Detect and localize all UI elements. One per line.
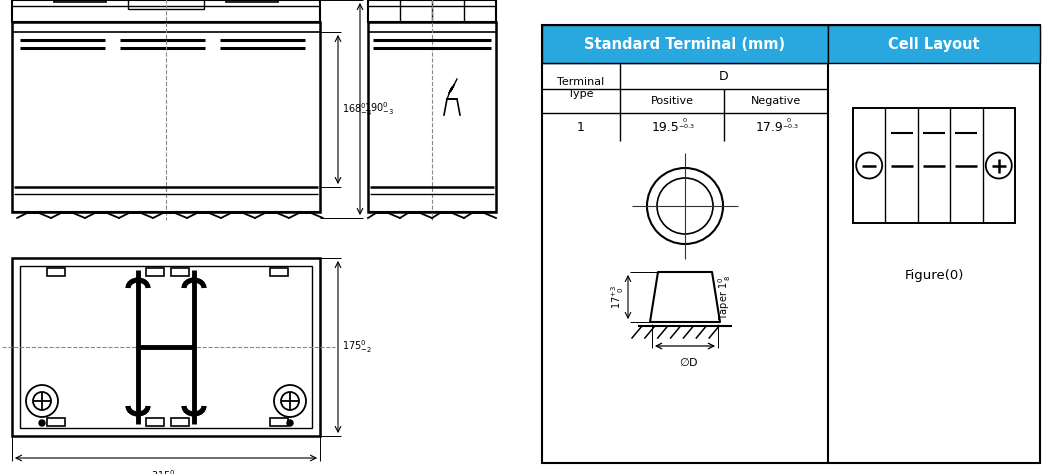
Text: 168$^0_{-4}$: 168$^0_{-4}$ <box>342 101 372 118</box>
Bar <box>368 22 496 212</box>
Bar <box>12 0 320 22</box>
Text: $^{\ \ 0}_{-0.3}$: $^{\ \ 0}_{-0.3}$ <box>678 117 695 131</box>
Bar <box>270 268 288 276</box>
Bar <box>368 0 496 22</box>
Circle shape <box>39 420 45 426</box>
Text: 1: 1 <box>577 120 585 134</box>
Text: Negative: Negative <box>750 96 801 106</box>
Bar <box>226 0 278 2</box>
Text: 315$^0_{-2}$: 315$^0_{-2}$ <box>151 468 181 474</box>
Circle shape <box>657 178 713 234</box>
Text: $17^{+3}_{\ \ 0}$: $17^{+3}_{\ \ 0}$ <box>609 285 626 309</box>
Circle shape <box>287 420 293 426</box>
Bar <box>542 25 828 63</box>
Text: 175$^0_{-2}$: 175$^0_{-2}$ <box>342 338 372 356</box>
Text: Taper $1^0_{\ 8}$: Taper $1^0_{\ 8}$ <box>716 274 733 320</box>
Text: D: D <box>719 70 728 82</box>
Bar <box>171 418 189 426</box>
Bar <box>171 268 189 276</box>
Bar <box>47 268 65 276</box>
Text: $^{\ \ 0}_{-0.3}$: $^{\ \ 0}_{-0.3}$ <box>782 117 799 131</box>
Text: Terminal
Type: Terminal Type <box>558 77 605 99</box>
Bar <box>12 258 320 436</box>
Bar <box>47 418 65 426</box>
Text: Positive: Positive <box>651 96 694 106</box>
Bar <box>146 418 163 426</box>
Bar <box>128 0 204 9</box>
Bar <box>853 108 1016 223</box>
Bar <box>54 0 106 2</box>
Circle shape <box>32 392 51 410</box>
Text: 19.5: 19.5 <box>652 120 680 134</box>
Bar <box>20 266 312 428</box>
Text: 17.9: 17.9 <box>756 120 784 134</box>
Text: Standard Terminal (mm): Standard Terminal (mm) <box>585 36 786 52</box>
Bar <box>270 418 288 426</box>
Circle shape <box>647 168 723 244</box>
Text: 190$^0_{-3}$: 190$^0_{-3}$ <box>364 100 394 118</box>
Text: Cell Layout: Cell Layout <box>889 36 980 52</box>
Bar <box>12 22 320 212</box>
Text: Figure(0): Figure(0) <box>904 268 964 282</box>
Bar <box>828 25 1040 63</box>
Circle shape <box>26 385 58 417</box>
Bar <box>146 268 163 276</box>
Text: $\varnothing$D: $\varnothing$D <box>679 356 699 368</box>
Bar <box>542 25 1040 463</box>
Circle shape <box>274 385 306 417</box>
Circle shape <box>281 392 299 410</box>
Circle shape <box>986 153 1011 179</box>
Circle shape <box>856 153 882 179</box>
